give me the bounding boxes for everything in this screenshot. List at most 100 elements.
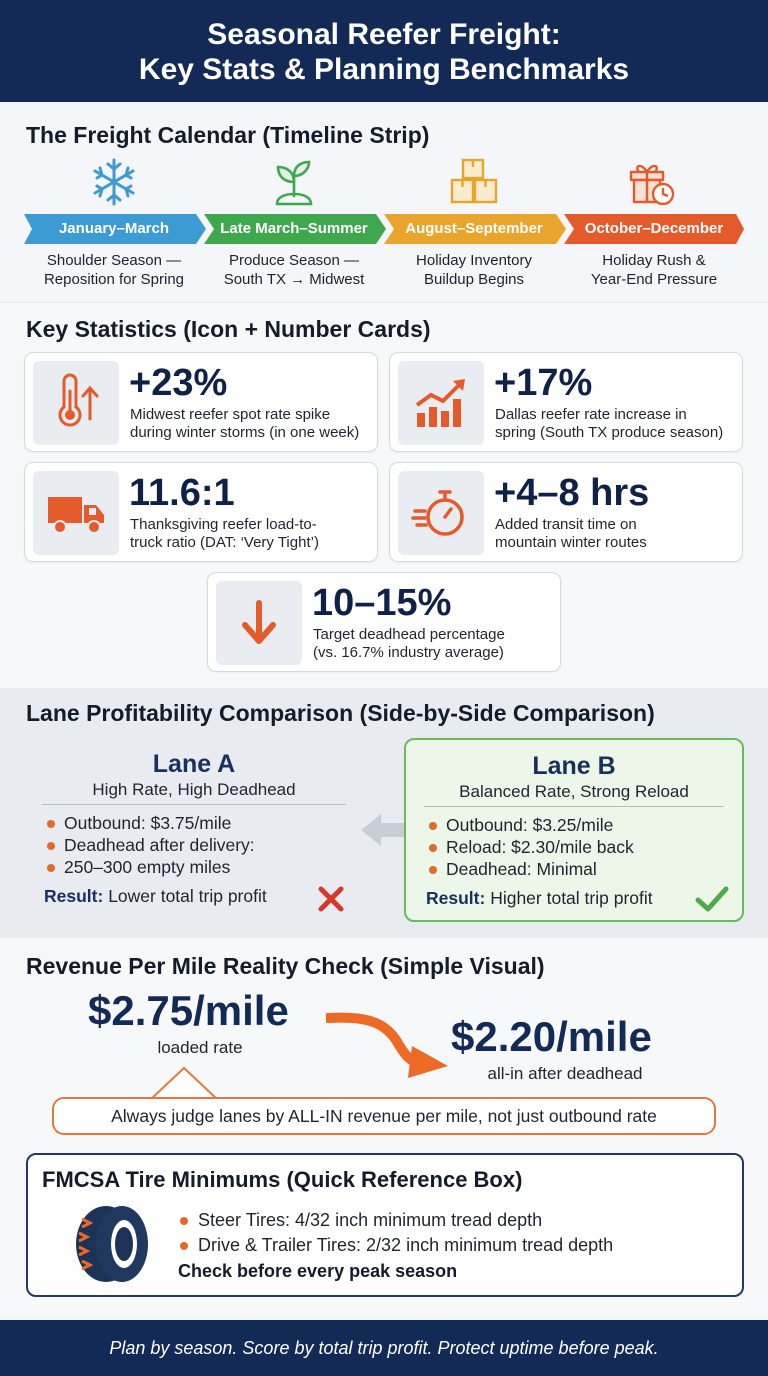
left-arrow-icon [361,814,405,846]
stat-caption: Dallas reefer rate increase in spring (S… [495,406,745,442]
timeline-description: Holiday Rush & Year-End Pressure [564,251,744,289]
callout-box: Always judge lanes by ALL-IN revenue per… [52,1097,716,1135]
timeline-description: Shoulder Season — Reposition for Spring [24,251,204,289]
stat-caption-line: (vs. 16.7% industry average) [313,644,504,661]
lane-b-subtitle: Balanced Rate, Strong Reload [459,782,689,801]
allin-rate-label: all-in after deadhead [487,1064,643,1083]
timeline-description-line: Buildup Begins [423,271,525,288]
stat-value: 11.6:1 [129,472,235,514]
loaded-rate-label: loaded rate [157,1038,243,1057]
stat-caption-line: Thanksgiving reefer load-to- [130,516,317,533]
timeline-description-line: Holiday Inventory [416,252,532,269]
list-item: 250–300 empty miles [46,856,255,878]
gift-clock-icon [629,164,675,206]
timeline-description: Holiday Inventory Buildup Begins [384,251,564,289]
x-mark-icon [318,886,344,912]
stat-icon-box [33,361,119,445]
timeline-segment-shape-3 [384,214,566,244]
divider [42,804,346,805]
stat-value: +23% [129,362,228,404]
timeline-segment-label: October–December [584,220,724,237]
timeline-segment-label: Late March–Summer [220,220,368,237]
list-item: Deadhead: Minimal [428,858,634,880]
timeline-segment-shape-1 [24,214,206,244]
lane-b-bullets: Outbound: $3.25/mile Reload: $2.30/mile … [428,814,634,880]
header-banner: Seasonal Reefer Freight: Key Stats & Pla… [0,0,768,102]
bar-chart-up-icon [415,379,465,427]
stat-caption-line: Midwest reefer spot rate spike [130,406,331,423]
timeline-description-line: South TX → Midwest [223,271,365,288]
lane-a-subtitle: High Rate, High Deadhead [92,780,296,799]
stat-caption-line: during winter storms (in one week) [130,424,360,441]
stat-icon-box [216,581,302,665]
thermometer-up-icon [58,373,99,427]
stat-caption: Target deadhead percentage (vs. 16.7% in… [313,626,563,662]
timeline-description-line: Produce Season — [228,252,360,269]
page-title-line1: Seasonal Reefer Freight: [207,18,561,51]
stat-icon-box [398,471,484,555]
list-item: Reload: $2.30/mile back [428,836,634,858]
lane-b-result: Result: Higher total trip profit [426,888,653,909]
result-text: Higher total trip profit [490,888,653,908]
page-title-line2: Key Stats & Planning Benchmarks [138,53,630,86]
allin-rate-value: $2.20/mile [451,1013,652,1060]
loaded-rate-value: $2.75/mile [88,987,289,1034]
stats-title: Key Statistics (Icon + Number Cards) [26,316,431,342]
lane-b-panel: Lane B Balanced Rate, Strong Reload Outb… [404,738,744,922]
list-item: Deadhead after delivery: [46,834,255,856]
stat-caption: Thanksgiving reefer load-to- truck ratio… [130,516,380,552]
timeline-segment-label: August–September [405,220,543,237]
stat-card: 11.6:1 Thanksgiving reefer load-to- truc… [24,462,378,562]
timeline-description-line: Shoulder Season — [46,252,182,269]
timeline-arrow-strip [24,214,744,244]
stat-value: +4–8 hrs [494,472,650,514]
stat-caption: Added transit time on mountain winter ro… [495,516,745,552]
lane-b-name: Lane B [532,752,616,780]
lanes-title: Lane Profitability Comparison (Side-by-S… [26,700,655,726]
stat-icon-box [398,361,484,445]
fmcsa-note: Check before every peak season [178,1261,458,1281]
stat-value: 10–15% [312,582,452,624]
down-arrow-icon [242,600,276,644]
list-item: Outbound: $3.25/mile [428,814,634,836]
stat-card: +23% Midwest reefer spot rate spike duri… [24,352,378,452]
result-text: Lower total trip profit [108,886,267,906]
stopwatch-icon [411,490,464,536]
stat-card: +17% Dallas reefer rate increase in spri… [389,352,743,452]
curved-arrow-icon [326,1012,448,1078]
list-item: Outbound: $3.75/mile [46,812,255,834]
tire-icon [76,1206,148,1282]
fmcsa-reference-box: FMCSA Tire Minimums (Quick Reference Box… [26,1153,744,1297]
result-label: Result: [426,888,486,908]
stat-card: +4–8 hrs Added transit time on mountain … [389,462,743,562]
fmcsa-title: FMCSA Tire Minimums (Quick Reference Box… [42,1167,523,1192]
stat-card: 10–15% Target deadhead percentage (vs. 1… [207,572,561,672]
fmcsa-list: Steer Tires: 4/32 inch minimum tread dep… [178,1208,613,1258]
lane-a-panel: Lane A High Rate, High Deadhead Outbound… [24,738,364,922]
stat-caption-line: Added transit time on [495,516,637,533]
timeline-description-line: Year-End Pressure [590,271,718,288]
timeline-segment-label: January–March [58,220,170,237]
stat-icon-box [33,471,119,555]
lane-a-result: Result: Lower total trip profit [44,886,267,907]
result-label: Result: [44,886,104,906]
sprout-icon [275,160,313,206]
list-item: Drive & Trailer Tires: 2/32 inch minimum… [178,1233,613,1258]
timeline-description-line: Holiday Rush & [602,252,706,269]
stat-caption-line: mountain winter routes [495,534,647,551]
lane-a-bullets: Outbound: $3.75/mile Deadhead after deli… [46,812,255,878]
timeline-segment-shape-4 [564,214,744,244]
divider [424,806,724,807]
list-item-text: 250–300 empty miles [64,857,231,877]
stat-caption: Midwest reefer spot rate spike during wi… [130,406,380,442]
timeline-description: Produce Season — South TX → Midwest [204,251,384,289]
lane-a-name: Lane A [152,750,236,778]
timeline-title: The Freight Calendar (Timeline Strip) [26,122,430,148]
truck-icon [48,497,104,534]
boxes-icon [450,158,498,204]
stat-caption-line: truck ratio (DAT: ‘Very Tight’) [130,534,319,551]
stat-caption-line: Target deadhead percentage [313,626,505,643]
timeline-segment-shape-2 [204,214,386,244]
revenue-title: Revenue Per Mile Reality Check (Simple V… [26,953,545,979]
stat-caption-line: spring (South TX produce season) [495,424,724,441]
